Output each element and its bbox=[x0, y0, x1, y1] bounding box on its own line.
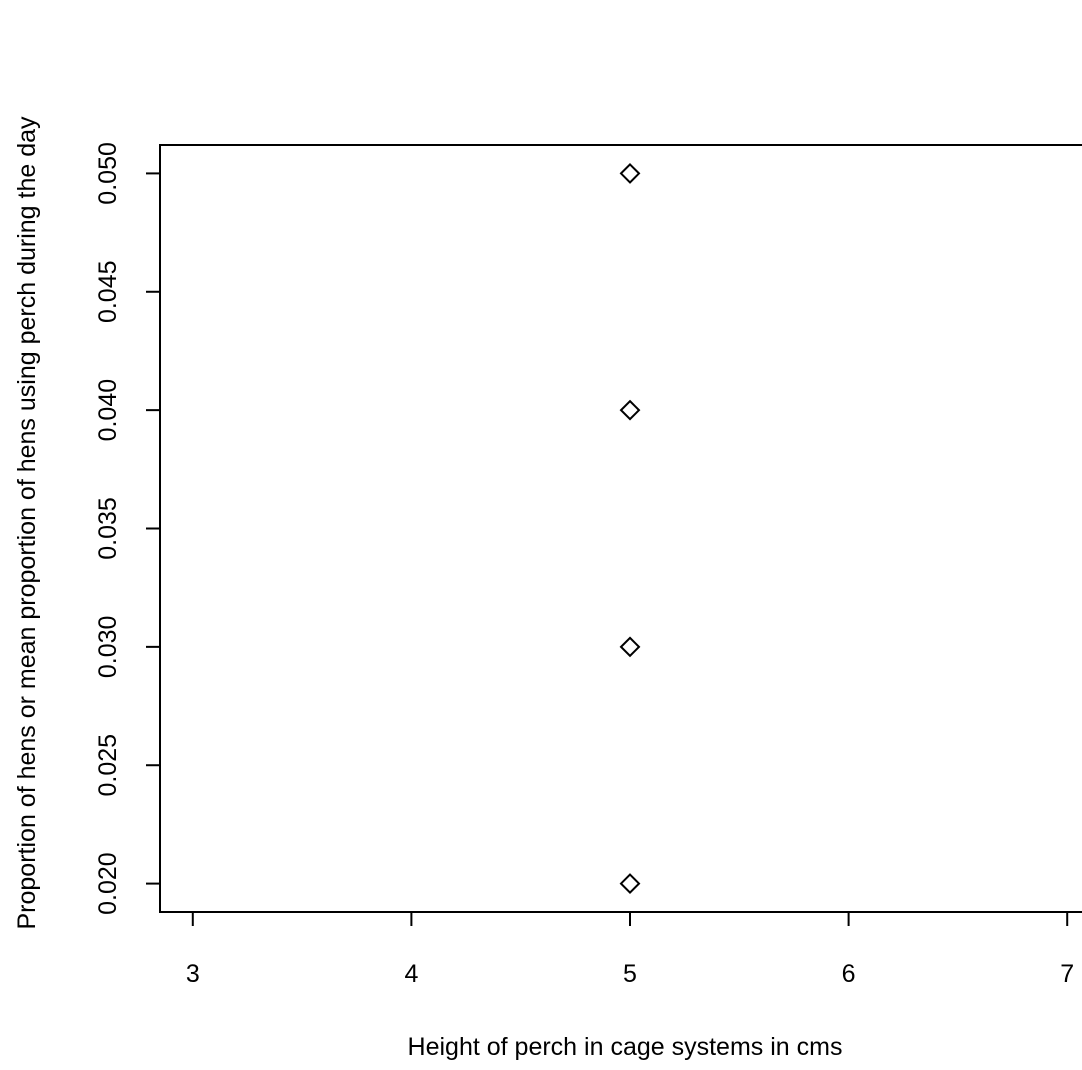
data-point bbox=[619, 873, 641, 895]
y-tick-label: 0.050 bbox=[94, 142, 122, 205]
x-axis-label: Height of perch in cage systems in cms bbox=[408, 1033, 843, 1061]
data-point bbox=[619, 162, 641, 184]
x-tick-label: 7 bbox=[1060, 960, 1074, 988]
x-tick-label: 4 bbox=[404, 960, 418, 988]
plot-area-frame bbox=[159, 144, 1082, 913]
data-point bbox=[619, 399, 641, 421]
x-tick-label: 6 bbox=[842, 960, 856, 988]
y-tick-label: 0.025 bbox=[94, 734, 122, 797]
y-tick-label: 0.030 bbox=[94, 616, 122, 679]
y-axis-label: Proportion of hens or mean proportion of… bbox=[13, 116, 41, 930]
x-tick-label: 3 bbox=[186, 960, 200, 988]
y-tick-label: 0.020 bbox=[94, 852, 122, 915]
data-point bbox=[619, 636, 641, 658]
y-axis: 0.020 0.025 0.030 0.035 0.040 0.045 0.050 bbox=[94, 142, 161, 915]
x-tick-label: 5 bbox=[623, 960, 637, 988]
y-tick-label: 0.035 bbox=[94, 497, 122, 560]
data-points bbox=[619, 162, 641, 895]
y-tick-label: 0.045 bbox=[94, 260, 122, 323]
y-tick-label: 0.040 bbox=[94, 379, 122, 442]
x-axis: 3 4 5 6 7 bbox=[186, 911, 1074, 988]
